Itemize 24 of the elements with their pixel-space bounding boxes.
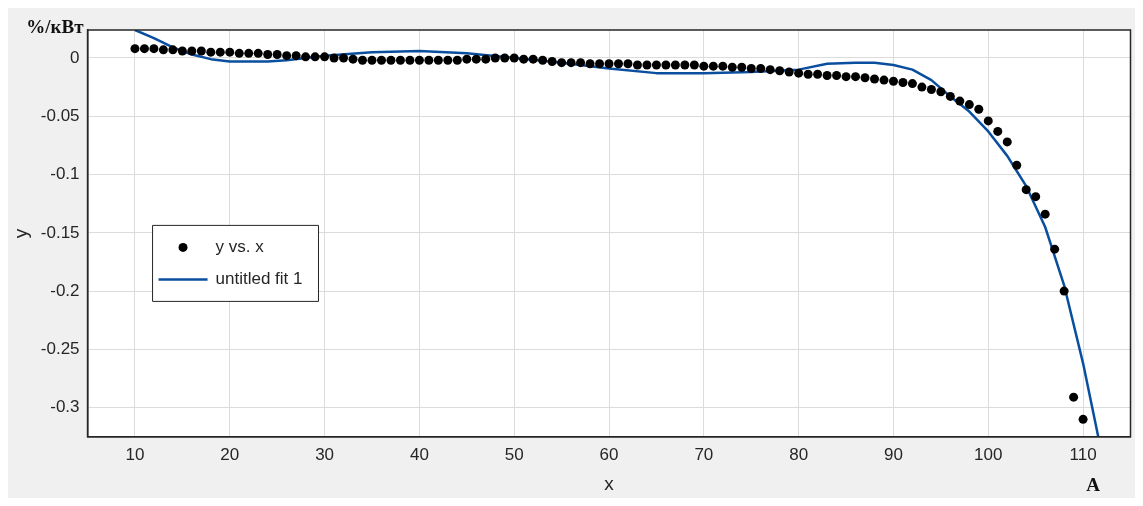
x-tick-label: 110 [1069,444,1097,464]
x-tick-label: 30 [315,444,335,464]
y-tick-label: 0 [70,47,80,67]
text: %/кВт [26,16,85,38]
x-tick-label: 10 [125,444,145,464]
y-tick-label: -0.1 [50,164,80,184]
y-tick-label: -0.3 [50,397,80,417]
y-tick-label: -0.05 [40,105,80,125]
x-tick-label: 90 [884,444,903,464]
x-tick-label: 20 [220,444,240,464]
x-tick-label: 60 [599,444,619,464]
y-tick-label: -0.15 [40,222,80,242]
legend-label: untitled fit 1 [215,269,303,289]
text: A [1086,474,1101,496]
legend-label: y vs. x [215,237,265,257]
x-tick-label: 100 [974,444,1003,464]
y-tick-label: -0.25 [40,339,80,359]
x-axis-title: x [604,472,615,494]
x-tick-label: 50 [504,444,524,464]
x-tick-label: 80 [789,444,809,464]
y-axis-title: y [9,228,31,239]
x-tick-label: 70 [694,444,714,464]
x-tick-label: 40 [409,444,429,464]
y-tick-label: -0.2 [50,280,80,300]
